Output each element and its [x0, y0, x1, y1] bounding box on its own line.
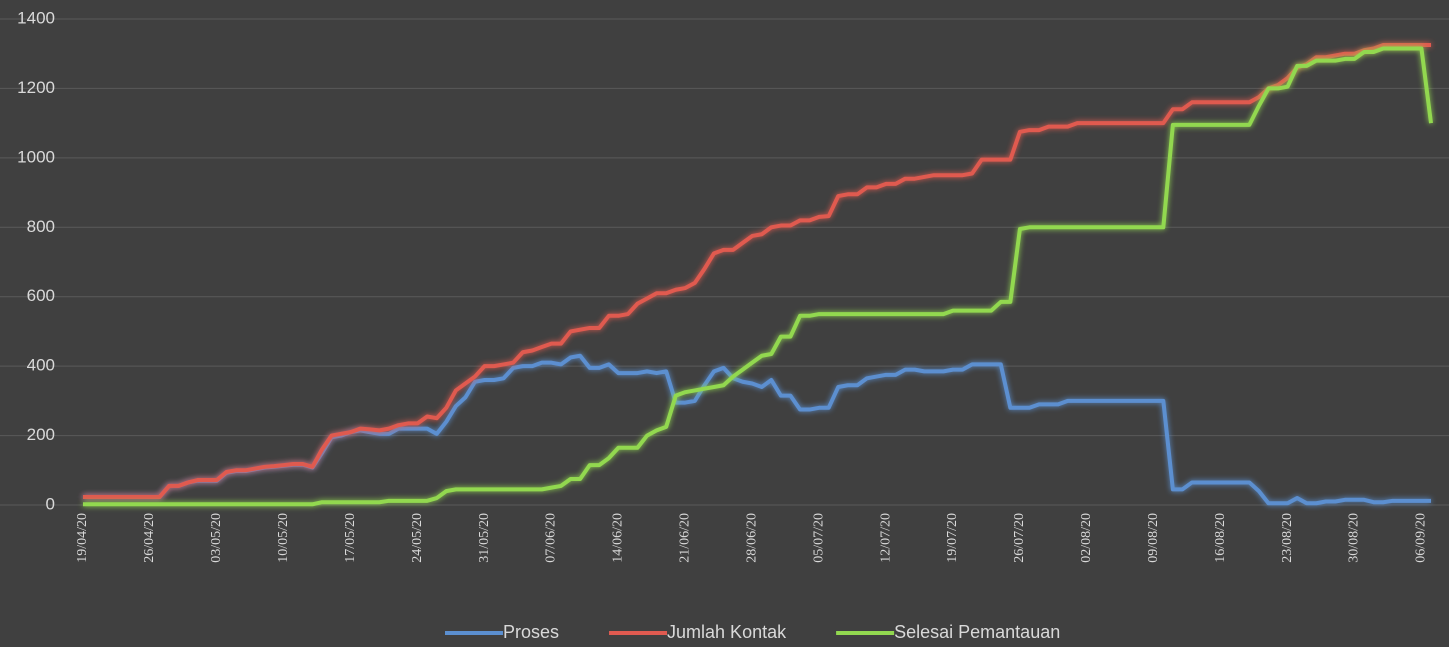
x-tick-label: 17/05/20 [343, 513, 358, 563]
y-tick-label: 1400 [17, 8, 55, 27]
x-tick-label: 03/05/20 [209, 513, 224, 563]
x-tick-label: 21/06/20 [678, 513, 693, 563]
x-tick-label: 10/05/20 [276, 513, 291, 563]
x-tick-label: 02/08/20 [1079, 513, 1094, 563]
x-tick-label: 05/07/20 [811, 513, 826, 563]
x-tick-label: 19/04/20 [75, 513, 90, 563]
x-tick-label: 07/06/20 [544, 513, 559, 563]
x-tick-label: 30/08/20 [1347, 513, 1362, 563]
series-line [83, 46, 1433, 507]
y-tick-label: 600 [27, 286, 55, 305]
series-line [83, 43, 1431, 500]
legend-label: Proses [503, 622, 559, 642]
x-tick-label: 16/08/20 [1213, 513, 1228, 563]
x-tick-label: 23/08/20 [1280, 513, 1295, 563]
legend: Proses Jumlah Kontak Selesai Pemantauan [445, 622, 1060, 642]
legend-label: Jumlah Kontak [667, 622, 787, 642]
y-tick-label: 200 [27, 425, 55, 444]
y-tick-label: 800 [27, 217, 55, 236]
x-tick-label: 14/06/20 [611, 513, 626, 563]
y-tick-label: 0 [46, 494, 55, 513]
y-tick-label: 1200 [17, 78, 55, 97]
x-tick-label: 06/09/20 [1414, 513, 1429, 563]
y-tick-label: 1000 [17, 147, 55, 166]
x-tick-label: 24/05/20 [410, 513, 425, 563]
x-tick-label: 28/06/20 [744, 513, 759, 563]
y-tick-label: 400 [27, 356, 55, 375]
x-tick-label: 26/07/20 [1012, 513, 1027, 563]
x-tick-label: 19/07/20 [945, 513, 960, 563]
x-tick-label: 09/08/20 [1146, 513, 1161, 563]
x-tick-label: 31/05/20 [477, 513, 492, 563]
x-tick-label: 26/04/20 [142, 513, 157, 563]
legend-label: Selesai Pemantauan [894, 622, 1060, 642]
x-tick-label: 12/07/20 [878, 513, 893, 563]
